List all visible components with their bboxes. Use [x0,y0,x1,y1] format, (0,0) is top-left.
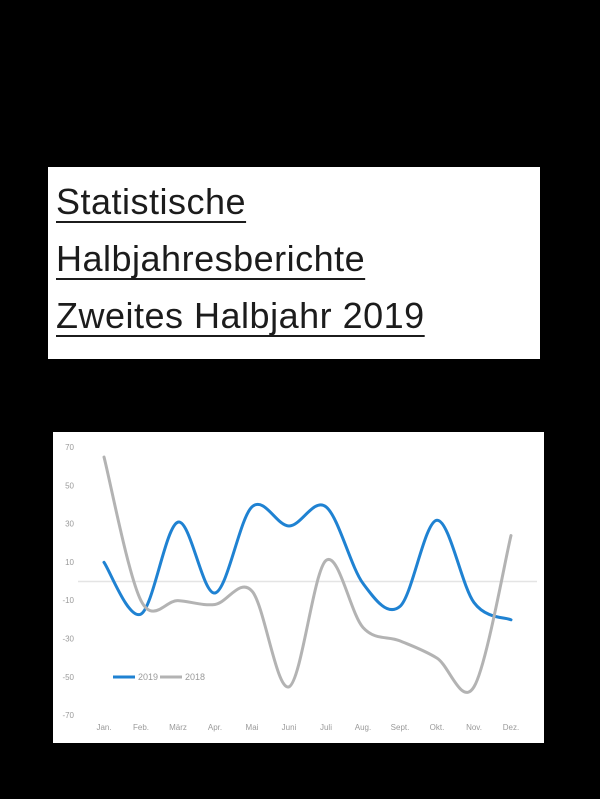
report-subtitle-line: Zweites Halbjahr 2019 [56,291,532,348]
y-axis-tick-label: -70 [62,711,74,720]
title-text: Statistische [56,181,247,222]
report-title-line: Halbjahresberichte [56,234,532,291]
x-axis-month-label: Juni [282,723,297,732]
series-line-2018 [102,455,513,694]
y-axis-tick-label: 10 [65,558,74,567]
x-axis-month-label: März [169,723,187,732]
chart-card: 70 50 30 10 -10 -30 -50 -70 Jan. Feb. März Apr. Mai J… [53,432,544,743]
report-title-line: Statistische [56,177,532,234]
title-card: Statistische Halbjahresberichte Zweites … [48,167,540,359]
y-axis-tick-label: 70 [65,443,74,452]
y-axis-tick-label: -10 [62,596,74,605]
legend-label-2018: 2018 [185,672,205,682]
x-axis-month-label: Okt. [430,723,445,732]
x-axis-month-label: Jan. [96,723,111,732]
y-axis-tick-label: 50 [65,481,74,490]
x-axis-month-label: Nov. [466,723,482,732]
x-axis-month-label: Sept. [391,723,410,732]
x-axis-month-label: Dez. [503,723,519,732]
x-axis-month-label: Aug. [355,723,371,732]
legend-label-2019: 2019 [138,672,158,682]
y-axis-tick-label: 30 [65,520,74,529]
x-axis-month-label: Juli [320,723,332,732]
x-axis-month-label: Feb. [133,723,149,732]
legend-item-2018[interactable]: 2018 [160,672,205,682]
x-axis-month-label: Apr. [208,723,222,732]
monthly-line-chart: 70 50 30 10 -10 -30 -50 -70 Jan. Feb. März Apr. Mai J… [62,443,537,732]
y-axis-tick-label: -50 [62,673,74,682]
series-line-2019 [102,502,513,622]
y-axis-tick-label: -30 [62,634,74,643]
legend-item-2019[interactable]: 2019 [113,672,158,682]
title-text: Halbjahresberichte [56,238,366,279]
subtitle-text: Zweites Halbjahr 2019 [56,295,425,336]
x-axis-month-label: Mai [246,723,259,732]
